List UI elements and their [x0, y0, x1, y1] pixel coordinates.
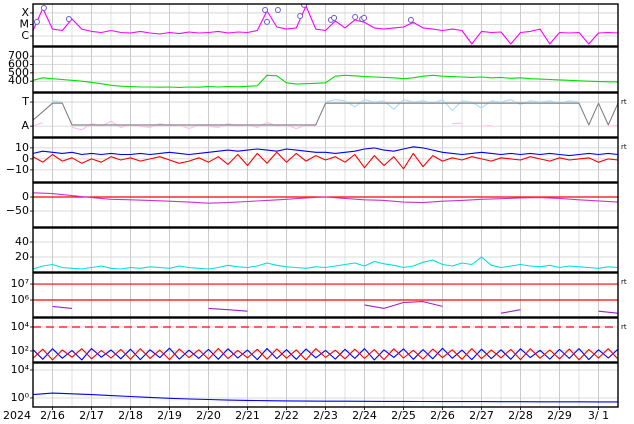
y-tick-label: 10⁰: [11, 391, 30, 404]
panel-frame: [32, 227, 619, 273]
x-tick-label: 2/20: [196, 409, 221, 422]
event-marker: [361, 14, 368, 21]
event-marker: [301, 4, 308, 8]
y-tick-label: 500: [8, 66, 29, 79]
x-tick-label: 2/22: [274, 409, 299, 422]
x-tick-label: 2/21: [235, 409, 260, 422]
event-marker: [331, 14, 338, 21]
y-tick-label: X: [21, 6, 29, 19]
x-tick-label: 2/26: [430, 409, 455, 422]
x-tick-label: 2/27: [469, 409, 494, 422]
side-label: rt: [621, 278, 627, 286]
side-label: rt: [621, 143, 627, 151]
x-tick-label: 2/18: [118, 409, 143, 422]
y-tick-label: M: [20, 17, 30, 30]
y-tick-label: 0: [22, 152, 29, 165]
series-line: [33, 5, 618, 45]
side-label: rt: [621, 323, 627, 331]
y-tick-label: 0: [22, 190, 29, 203]
event-marker: [262, 7, 269, 14]
series-line: [33, 146, 618, 157]
year-label: 2024: [3, 409, 31, 422]
event-marker: [297, 12, 304, 19]
panel-frame: [32, 182, 619, 228]
panel: [33, 93, 618, 137]
x-tick-label: 2/25: [391, 409, 416, 422]
panel: [33, 318, 618, 362]
panel-frame: [32, 272, 619, 318]
panel-frame: [32, 92, 619, 138]
x-tick-label: 3/ 1: [588, 409, 609, 422]
y-tick-label: A: [21, 119, 29, 132]
series-line: [33, 192, 618, 204]
panel: [33, 363, 618, 407]
event-marker: [407, 16, 414, 23]
y-tick-label: 10⁴: [11, 320, 30, 333]
series-line: [33, 392, 618, 403]
series-line: [33, 347, 618, 361]
panel: [33, 47, 618, 92]
event-marker: [264, 18, 270, 25]
y-tick-label: 700: [8, 49, 29, 62]
y-tick-label: −50: [6, 204, 29, 217]
panel-frame: [32, 46, 619, 93]
y-tick-label: 600: [8, 58, 29, 71]
y-tick-label: 10⁷: [11, 277, 29, 290]
series-line: [33, 120, 618, 131]
series-line: [33, 102, 618, 126]
panel: [33, 273, 618, 317]
event-marker: [33, 18, 40, 25]
y-tick-label: 40: [15, 235, 29, 248]
series-line: [33, 74, 618, 88]
y-tick-label: 20: [15, 250, 29, 263]
y-tick-label: −10: [6, 163, 29, 176]
y-tick-label: 10²: [11, 344, 29, 357]
event-marker: [40, 4, 47, 11]
x-tick-label: 2/23: [313, 409, 338, 422]
panel: [33, 4, 618, 46]
x-tick-label: 2/28: [508, 409, 533, 422]
x-tick-label: 2/16: [40, 409, 65, 422]
panel-frame: [32, 137, 619, 183]
y-tick-label: T: [21, 95, 29, 108]
panel-frame: [32, 317, 619, 363]
side-label: rt: [621, 98, 627, 106]
panel: [33, 138, 618, 182]
x-tick-label: 2/17: [79, 409, 104, 422]
y-tick-label: C: [21, 29, 29, 42]
panel: [33, 183, 618, 227]
y-tick-label: 400: [8, 74, 29, 87]
x-tick-label: 2/29: [547, 409, 572, 422]
x-tick-label: 2/24: [352, 409, 377, 422]
series-line: [33, 347, 618, 361]
y-tick-label: 10⁶: [11, 293, 30, 306]
series-line: [33, 151, 618, 170]
x-tick-label: 2/19: [157, 409, 182, 422]
panel: [33, 228, 618, 272]
event-marker: [274, 7, 281, 14]
event-marker: [65, 15, 72, 22]
event-marker: [352, 13, 359, 20]
series-line: [33, 256, 618, 270]
y-tick-label: 10⁴: [11, 363, 30, 376]
y-tick-label: 10: [15, 141, 29, 154]
panel-frame: [32, 3, 619, 47]
series-line: [52, 301, 618, 314]
